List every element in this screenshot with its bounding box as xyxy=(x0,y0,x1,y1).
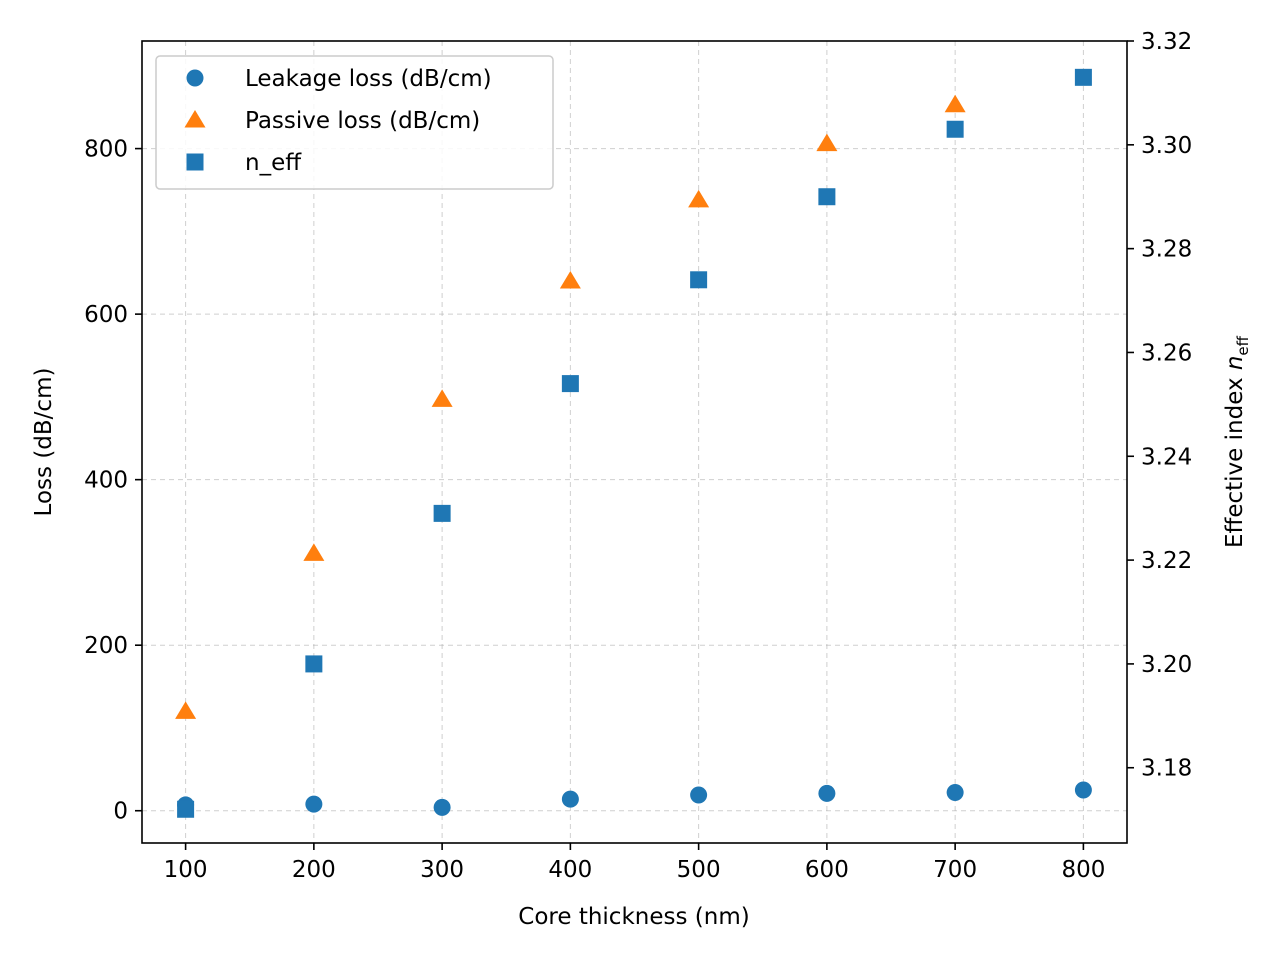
legend-label: n_eff xyxy=(245,150,302,176)
y2-axis-label-subscript: eff xyxy=(1234,335,1252,355)
point-circle xyxy=(561,790,579,808)
point-square xyxy=(561,375,579,393)
point-triangle xyxy=(559,271,581,289)
y2-tick-label: 3.26 xyxy=(1141,340,1192,366)
plot-area xyxy=(141,40,1128,844)
y2-tick-label: 3.28 xyxy=(1141,237,1192,263)
y-tick-label: 0 xyxy=(113,799,128,825)
y2-tick-label: 3.30 xyxy=(1141,133,1192,159)
legend-marker-triangle xyxy=(184,110,206,128)
y-tick-label: 400 xyxy=(84,468,128,494)
y2-axis-label-symbol: n xyxy=(1222,356,1248,371)
y2-tick-label: 3.32 xyxy=(1141,29,1192,55)
x-tick-label: 700 xyxy=(933,857,977,883)
y-tick-label: 200 xyxy=(84,633,128,659)
y-tick-label: 600 xyxy=(84,302,128,328)
y2-axis-label: Effective index neff xyxy=(1222,335,1252,548)
point-square xyxy=(177,800,195,818)
y2-tick-label: 3.18 xyxy=(1141,756,1192,782)
y-axis-left: 0 200 400 600 800 xyxy=(84,137,142,825)
data-markers xyxy=(175,68,1092,818)
y2-tick-label: 3.20 xyxy=(1141,652,1192,678)
point-square xyxy=(305,655,323,673)
point-square xyxy=(1074,68,1092,86)
point-square xyxy=(433,504,451,522)
legend: Leakage loss (dB/cm) Passive loss (dB/cm)… xyxy=(155,55,554,190)
point-circle xyxy=(305,795,323,813)
legend-box xyxy=(155,55,554,190)
y2-tick-label: 3.24 xyxy=(1141,444,1192,470)
y2-axis-label-main: Effective index xyxy=(1222,370,1248,548)
point-circle xyxy=(946,784,964,802)
x-tick-label: 300 xyxy=(420,857,464,883)
x-axis-label: Core thickness (nm) xyxy=(518,904,749,930)
point-square xyxy=(690,271,708,289)
legend-label: Leakage loss (dB/cm) xyxy=(245,66,492,92)
y-axis-right: 3.18 3.20 3.22 3.24 3.26 3.28 3.30 3.32 xyxy=(1127,29,1192,782)
y-tick-label: 800 xyxy=(84,137,128,163)
point-circle xyxy=(818,784,836,802)
point-square xyxy=(946,120,964,138)
y2-tick-label: 3.22 xyxy=(1141,548,1192,574)
x-tick-label: 100 xyxy=(164,857,208,883)
point-triangle xyxy=(688,189,710,208)
point-triangle xyxy=(175,701,197,719)
y-axis-label: Loss (dB/cm) xyxy=(31,368,57,517)
legend-marker-circle xyxy=(186,69,204,87)
point-triangle xyxy=(816,133,838,152)
x-tick-label: 200 xyxy=(292,857,336,883)
x-axis: 100 200 300 400 500 600 700 800 xyxy=(164,843,1105,883)
series-square xyxy=(177,68,1092,818)
point-triangle xyxy=(431,389,453,407)
legend-marker-square xyxy=(186,153,204,171)
point-triangle xyxy=(944,94,966,113)
point-circle xyxy=(690,786,708,804)
point-circle xyxy=(433,798,451,816)
legend-label: Passive loss (dB/cm) xyxy=(245,108,480,134)
grid-lines xyxy=(142,41,1127,843)
x-tick-label: 800 xyxy=(1061,857,1105,883)
x-tick-label: 500 xyxy=(677,857,721,883)
point-triangle xyxy=(303,543,325,561)
series-triangle xyxy=(175,94,966,719)
series-circle xyxy=(177,781,1092,816)
x-tick-label: 600 xyxy=(805,857,849,883)
point-square xyxy=(818,188,836,206)
point-circle xyxy=(1074,781,1092,799)
x-tick-label: 400 xyxy=(548,857,592,883)
